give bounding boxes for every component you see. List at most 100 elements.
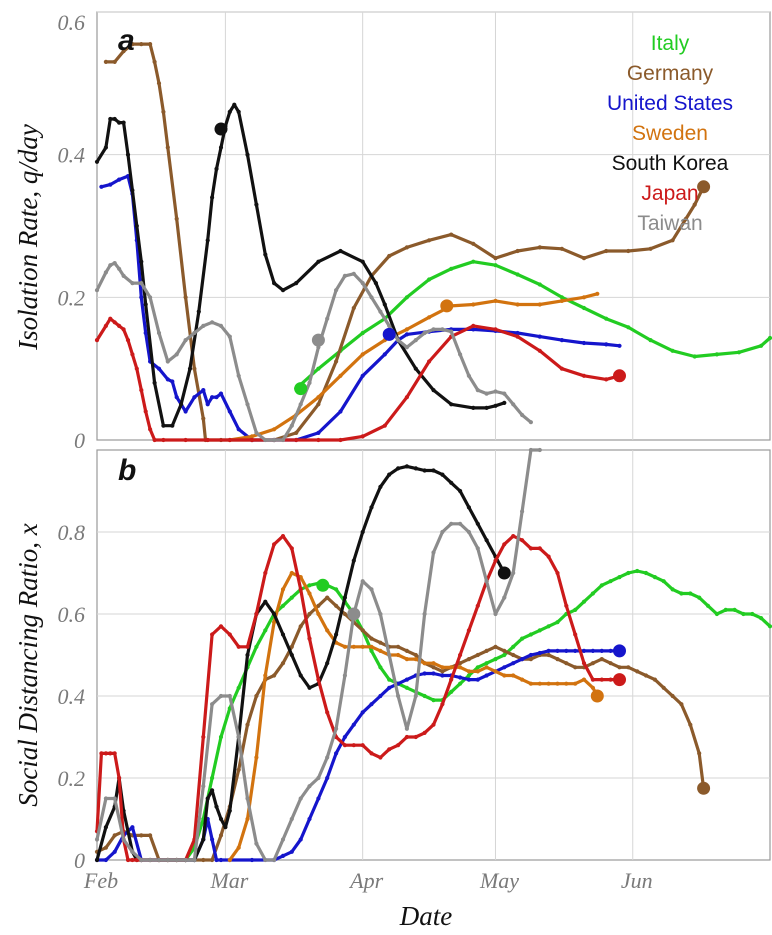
data-point xyxy=(139,42,144,47)
data-point xyxy=(767,624,772,629)
data-point xyxy=(360,281,365,286)
data-point xyxy=(161,437,166,443)
series-line xyxy=(95,261,533,442)
data-point xyxy=(170,379,175,384)
y-tick-label: 0.2 xyxy=(58,766,86,791)
data-point xyxy=(458,652,463,658)
data-point xyxy=(736,350,742,355)
data-point xyxy=(520,657,525,662)
data-point xyxy=(130,188,135,193)
data-point xyxy=(254,693,259,699)
data-point xyxy=(387,472,392,477)
data-point xyxy=(528,652,534,658)
data-point xyxy=(537,302,542,307)
data-point xyxy=(382,352,387,357)
data-point xyxy=(298,796,303,801)
data-point xyxy=(125,338,131,343)
highlight-marker xyxy=(590,689,604,703)
data-point xyxy=(573,607,578,613)
panel-b-y-axis-title: Social Distancing Ratio, x xyxy=(13,523,43,806)
data-point xyxy=(272,857,277,863)
data-point xyxy=(360,373,365,378)
data-point xyxy=(581,295,587,300)
data-point xyxy=(466,669,471,674)
data-point xyxy=(205,402,210,407)
data-point xyxy=(466,505,471,510)
data-point xyxy=(608,648,613,654)
data-point xyxy=(714,611,720,617)
series-italy xyxy=(183,568,772,863)
data-point xyxy=(143,409,148,414)
data-point xyxy=(537,282,542,287)
data-point xyxy=(351,305,356,311)
data-point xyxy=(112,320,117,325)
data-point xyxy=(626,248,631,254)
data-point xyxy=(99,751,104,756)
data-point xyxy=(103,845,108,850)
data-point xyxy=(174,395,179,400)
legend: Italy Germany United States Sweden South Kor… xyxy=(607,32,733,235)
data-point xyxy=(334,359,339,364)
data-point xyxy=(440,673,445,678)
data-point xyxy=(139,833,144,838)
data-point xyxy=(236,845,241,850)
data-point xyxy=(537,628,542,633)
data-point xyxy=(254,611,259,617)
data-point xyxy=(520,509,525,514)
legend-entry: Sweden xyxy=(632,122,708,145)
data-point xyxy=(280,587,286,592)
data-point xyxy=(325,595,330,600)
data-point xyxy=(103,751,108,756)
data-point xyxy=(103,825,108,830)
data-point xyxy=(431,665,436,670)
data-point xyxy=(648,246,653,251)
data-point xyxy=(272,542,277,547)
data-point xyxy=(134,366,139,371)
data-point xyxy=(471,327,476,332)
data-point xyxy=(165,857,170,863)
data-point xyxy=(280,661,286,666)
data-point xyxy=(307,784,312,789)
data-point xyxy=(245,152,250,157)
data-point xyxy=(254,430,259,435)
data-point xyxy=(520,677,525,682)
data-point xyxy=(342,743,347,748)
data-point xyxy=(502,595,507,600)
data-point xyxy=(334,587,339,592)
data-point xyxy=(449,329,454,334)
data-point xyxy=(422,693,427,699)
data-point xyxy=(502,400,507,405)
data-point xyxy=(537,348,542,353)
data-point xyxy=(559,295,565,300)
data-point xyxy=(404,332,409,337)
data-point xyxy=(130,281,135,286)
data-point xyxy=(210,775,215,781)
data-point xyxy=(449,521,454,526)
data-point xyxy=(148,833,153,838)
x-axis-title: Date xyxy=(399,901,453,931)
data-point xyxy=(431,327,436,332)
data-point xyxy=(537,681,542,686)
data-point xyxy=(236,685,241,690)
data-point xyxy=(466,677,471,682)
data-point xyxy=(692,354,697,359)
data-point xyxy=(307,583,312,588)
data-point xyxy=(360,743,365,748)
data-point xyxy=(471,323,476,328)
data-point xyxy=(125,857,131,863)
data-point xyxy=(218,857,224,863)
panel-a-grid xyxy=(96,11,771,441)
data-point xyxy=(458,665,463,670)
data-point xyxy=(449,677,454,682)
data-point xyxy=(298,587,303,592)
series-united-states xyxy=(94,648,622,863)
data-point xyxy=(396,338,401,343)
data-point xyxy=(218,624,224,629)
data-point xyxy=(404,245,409,250)
data-point xyxy=(152,437,157,443)
data-point xyxy=(103,796,108,801)
panel-b-grid xyxy=(96,449,771,861)
data-point xyxy=(573,648,578,654)
panel-b-series-lines xyxy=(94,447,772,863)
data-point xyxy=(316,430,321,435)
